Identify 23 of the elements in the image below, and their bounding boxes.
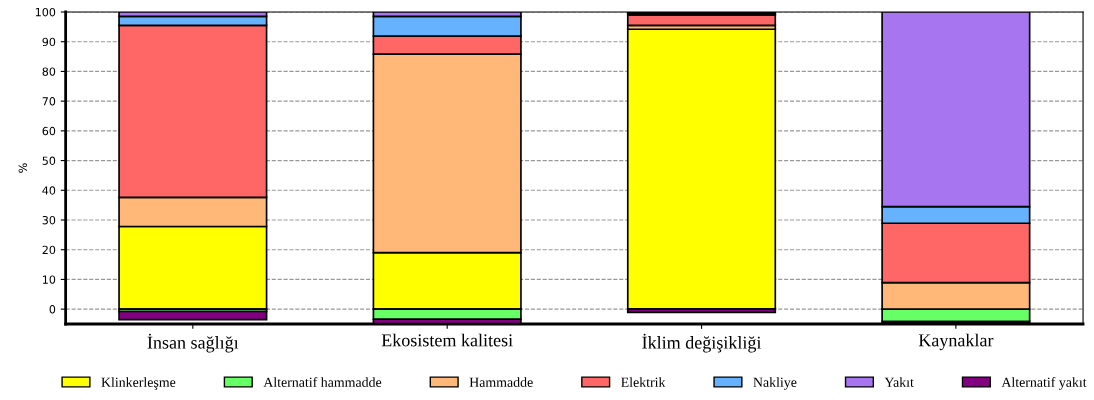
legend-label: Yakıt (884, 377, 914, 387)
y-tick-label: 100 (35, 7, 56, 17)
legend-label: Elektrik (621, 377, 666, 387)
y-tick-label: 70 (42, 97, 56, 106)
x-tick-label: İnsan sağlığı (147, 333, 239, 353)
x-tick-label: Kaynaklar (918, 333, 994, 351)
y-tick-label: 60 (42, 126, 56, 136)
y-tick-label: 90 (42, 37, 56, 47)
x-tick-label: İklim değişikliği (642, 333, 762, 353)
y-tick-label: 30 (42, 215, 56, 225)
legend-label: Klinkerleşme (101, 377, 176, 390)
legend-label: Alternatif yakıt (1001, 377, 1087, 390)
legend-label: Nakliye (753, 377, 797, 390)
legend-label: Alternatif hammadde (263, 377, 382, 387)
y-tick-label: 0 (49, 305, 56, 314)
y-tick-label: 10 (43, 275, 56, 284)
y-tick-label: 20 (42, 245, 56, 255)
y-tick-label: 40 (42, 186, 56, 195)
x-tick-label: Ekosistem kalitesi (381, 333, 513, 347)
y-tick-label: 80 (42, 67, 56, 76)
y-tick-label: 50 (42, 156, 56, 165)
legend-label: Hammadde (469, 377, 533, 387)
y-axis-title: % (18, 163, 27, 173)
